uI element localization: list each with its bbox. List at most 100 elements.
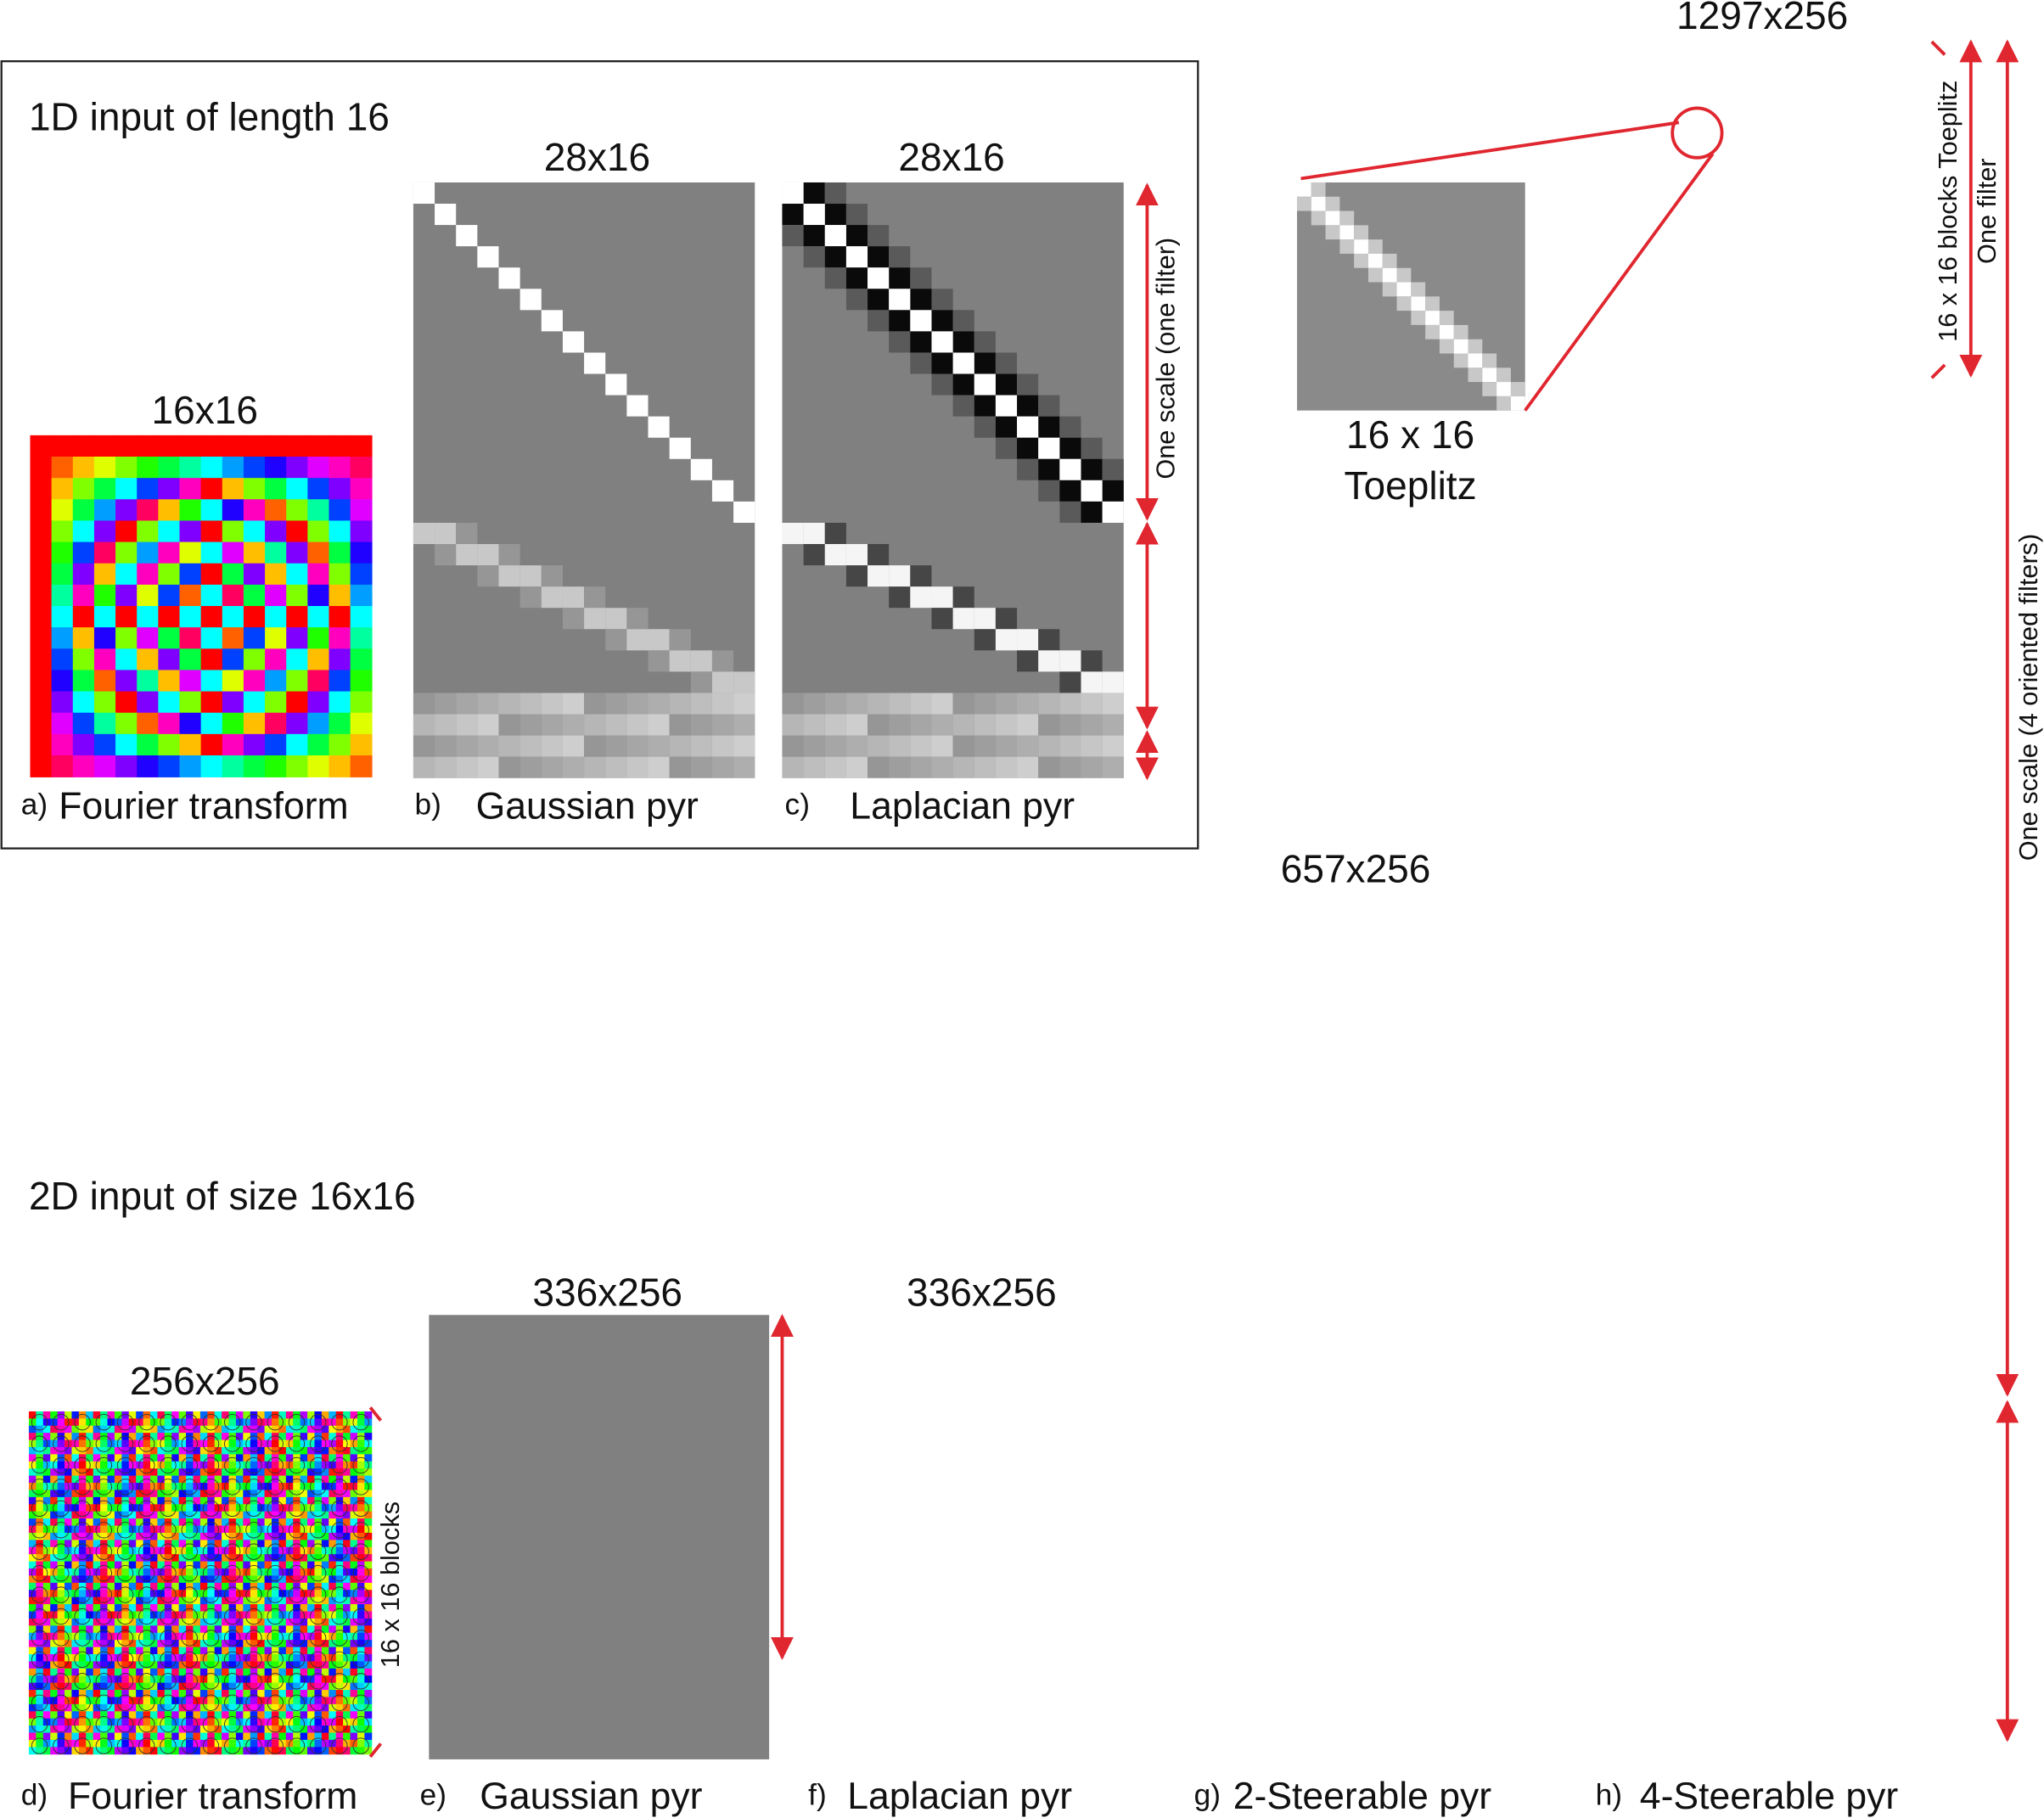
cell: [300, 1504, 308, 1512]
cell: [136, 1618, 144, 1626]
cell: [199, 1446, 208, 1455]
cell: [57, 1461, 65, 1469]
cell: [519, 714, 542, 736]
cell: [100, 1461, 108, 1469]
cell: [350, 584, 373, 607]
cell: [350, 1511, 358, 1519]
cell: [300, 1439, 308, 1448]
cell: [272, 1690, 279, 1697]
cell: [300, 1540, 308, 1548]
cell: [93, 733, 116, 756]
cell: [343, 1475, 351, 1484]
cell: [199, 1439, 208, 1448]
cell: [1425, 311, 1440, 325]
cell: [314, 1418, 323, 1427]
ring: [245, 1651, 262, 1669]
cell: [121, 1525, 130, 1534]
cell: [264, 1461, 272, 1469]
ring: [116, 1413, 134, 1431]
cell: [222, 1418, 229, 1427]
cell: [228, 1411, 237, 1419]
cell: [199, 1525, 208, 1534]
cell: [845, 565, 868, 587]
cell: [300, 1590, 308, 1598]
cell: [1311, 196, 1326, 211]
ring: [116, 1651, 134, 1669]
cell: [86, 1433, 94, 1441]
ring: [224, 1543, 241, 1560]
cell: [243, 1653, 251, 1662]
ring: [181, 1651, 198, 1669]
cell: [321, 1725, 329, 1733]
ring: [331, 1435, 348, 1452]
cell: [171, 1625, 180, 1634]
cell: [136, 1703, 144, 1712]
cell: [86, 1682, 94, 1691]
cell: [541, 714, 563, 736]
cell: [28, 1418, 36, 1427]
cell: [350, 1618, 358, 1626]
cell: [541, 586, 563, 609]
cell: [228, 1425, 237, 1434]
cell: [186, 1653, 194, 1662]
cell: [199, 1739, 208, 1748]
cell: [250, 1675, 258, 1684]
cell: [179, 670, 202, 693]
cell: [93, 1640, 101, 1648]
cell: [1102, 714, 1124, 736]
cell: [71, 1490, 80, 1498]
cell: [28, 1561, 36, 1569]
panel-caption: Fourier transform: [59, 785, 348, 827]
cell: [158, 606, 181, 628]
cell: [711, 693, 734, 715]
cell: [293, 1483, 301, 1490]
cell: [243, 1568, 251, 1576]
cell: [243, 1611, 251, 1619]
cell: [995, 352, 1018, 374]
cell: [278, 1625, 287, 1634]
cell: [328, 670, 351, 693]
cell: [228, 1675, 237, 1684]
cell: [235, 1661, 244, 1669]
ring: [95, 1608, 112, 1625]
cell: [149, 1425, 158, 1434]
cell: [995, 714, 1018, 736]
cell: [364, 1468, 373, 1477]
cell: [57, 1411, 65, 1419]
cell: [264, 1418, 272, 1427]
cell: [264, 1732, 272, 1741]
cell: [357, 1611, 365, 1619]
cell: [50, 1425, 59, 1434]
cell: [350, 1675, 358, 1684]
cell: [228, 1596, 237, 1605]
cell: [995, 437, 1018, 459]
cell: [321, 1475, 329, 1484]
cell: [199, 1668, 208, 1676]
cell: [498, 565, 520, 587]
cell: [178, 1546, 187, 1555]
cell: [28, 1632, 36, 1641]
cell: [328, 755, 351, 777]
cell: [824, 693, 846, 715]
cell: [158, 627, 181, 650]
cell: [321, 1518, 329, 1527]
cell: [293, 1618, 301, 1626]
cell: [42, 1433, 51, 1441]
cell: [264, 1490, 272, 1498]
cell: [72, 733, 95, 756]
cell: [243, 1647, 251, 1655]
cell: [149, 1490, 158, 1498]
cell: [186, 1747, 194, 1755]
cell: [278, 1582, 287, 1591]
cell: [137, 733, 160, 756]
cell: [71, 1568, 80, 1576]
cell: [157, 1725, 166, 1733]
cell: [243, 478, 266, 501]
cell: [584, 352, 606, 374]
cell: [364, 1703, 373, 1712]
cell: [314, 1697, 323, 1705]
cell: [782, 522, 804, 545]
cell: [164, 1747, 172, 1755]
cell: [278, 1554, 287, 1563]
cell: [100, 1711, 108, 1720]
